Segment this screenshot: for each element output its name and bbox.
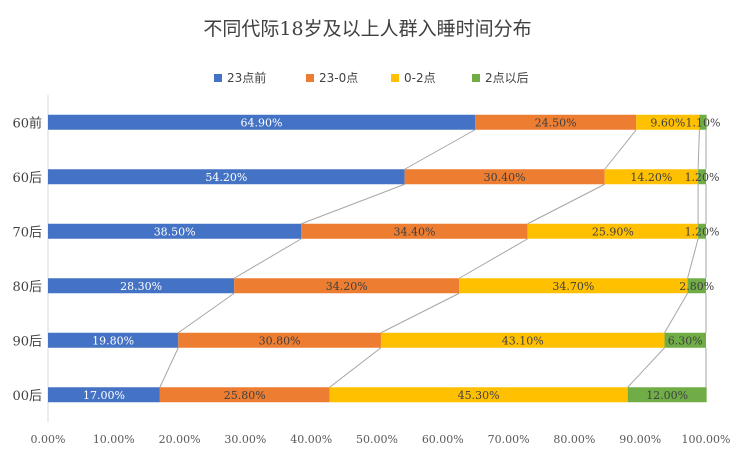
bar-segment (627, 387, 707, 403)
bar-segment (527, 223, 699, 239)
x-tick-label: 0.00% (31, 433, 66, 446)
series-line (664, 292, 689, 334)
bar-segment (604, 169, 699, 185)
category-label: 70后 (12, 225, 42, 240)
x-tick-label: 70.00% (488, 433, 530, 446)
bar-segment (234, 278, 460, 294)
data-label: 25.90% (592, 225, 634, 238)
chart-legend: 23点前 23-0点 0-2点 2点以后 (0, 70, 735, 86)
x-tick-label: 100.00% (682, 433, 731, 446)
category-label: 60后 (12, 171, 42, 186)
data-label: 25.80% (224, 389, 266, 402)
bar-segment (404, 169, 605, 185)
data-label: 6.30% (668, 334, 703, 347)
category-label: 90后 (12, 334, 42, 349)
bar-segment (178, 332, 381, 348)
bar-segment (380, 332, 665, 348)
x-tick-label: 60.00% (422, 433, 464, 446)
series-line (301, 183, 405, 225)
series-line (380, 292, 460, 334)
x-tick-label: 80.00% (553, 433, 595, 446)
x-tick-label: 10.00% (93, 433, 135, 446)
data-label: 28.30% (120, 280, 162, 293)
data-label: 24.50% (535, 116, 577, 129)
legend-swatch (472, 73, 480, 82)
legend-item: 23点前 (214, 70, 266, 86)
data-label: 19.80% (92, 334, 134, 347)
legend-item: 2点以后 (472, 70, 529, 86)
x-tick-label: 50.00% (356, 433, 398, 446)
bar-segment (699, 114, 707, 130)
data-label: 38.50% (154, 225, 196, 238)
data-label: 14.20% (630, 171, 672, 184)
series-line (159, 347, 179, 388)
data-label: 12.00% (646, 389, 688, 402)
bar-segment (475, 114, 637, 130)
data-label: 64.90% (241, 116, 283, 129)
data-label: 2.80% (679, 280, 714, 293)
data-label: 1.20% (685, 225, 720, 238)
bar-segment (459, 278, 688, 294)
legend-swatch (306, 73, 314, 82)
data-label: 30.80% (259, 334, 301, 347)
data-label: 30.40% (484, 171, 526, 184)
category-label: 00后 (12, 389, 42, 404)
series-line (233, 238, 302, 279)
legend-label: 23-0点 (319, 71, 359, 85)
data-label: 34.70% (552, 280, 594, 293)
bar-segment (698, 223, 706, 239)
legend-label: 2点以后 (485, 71, 529, 85)
x-tick-label: 30.00% (224, 433, 266, 446)
series-lines (159, 129, 707, 388)
data-label: 43.10% (502, 334, 544, 347)
bar-segment (48, 332, 179, 348)
series-line (459, 238, 528, 279)
data-label: 54.20% (205, 171, 247, 184)
bar-segment (329, 387, 628, 403)
x-tick-label: 40.00% (290, 433, 332, 446)
series-line (527, 183, 605, 225)
data-label: 1.20% (685, 171, 720, 184)
series-line (697, 129, 700, 170)
legend-swatch (214, 73, 222, 82)
bar-segment (301, 223, 528, 239)
series-line (687, 238, 699, 279)
legend-item: 0-2点 (391, 70, 436, 86)
bar-segment (48, 223, 302, 239)
legend-label: 0-2点 (404, 71, 436, 85)
series-line (177, 292, 235, 334)
category-label: 80后 (12, 280, 42, 295)
data-label: 17.00% (83, 389, 125, 402)
data-label: 45.30% (458, 389, 500, 402)
x-tick-label: 20.00% (159, 433, 201, 446)
series-line (627, 347, 665, 388)
data-label: 34.40% (394, 225, 436, 238)
series-line (329, 347, 382, 388)
bar-segment (687, 278, 706, 294)
category-label: 60前 (12, 115, 42, 131)
bar-segment (48, 169, 405, 185)
bar-segment (664, 332, 706, 348)
chart-title: 不同代际18岁及以上人群入睡时间分布 (203, 18, 532, 40)
data-label: 34.20% (326, 280, 368, 293)
bar-segment (698, 169, 706, 185)
series-line (404, 129, 476, 170)
legend-swatch (391, 73, 399, 82)
x-tick-label: 90.00% (619, 433, 661, 446)
bar-segment (48, 114, 476, 130)
legend-label: 23点前 (227, 71, 267, 85)
bar-segment (48, 278, 235, 294)
bar-segment (48, 387, 160, 403)
data-label: 1.10% (686, 116, 721, 129)
series-line (604, 129, 637, 170)
bar-segment (636, 114, 700, 130)
bar-segment (159, 387, 330, 403)
legend-item: 23-0点 (306, 70, 358, 86)
data-label: 9.60% (650, 116, 685, 129)
